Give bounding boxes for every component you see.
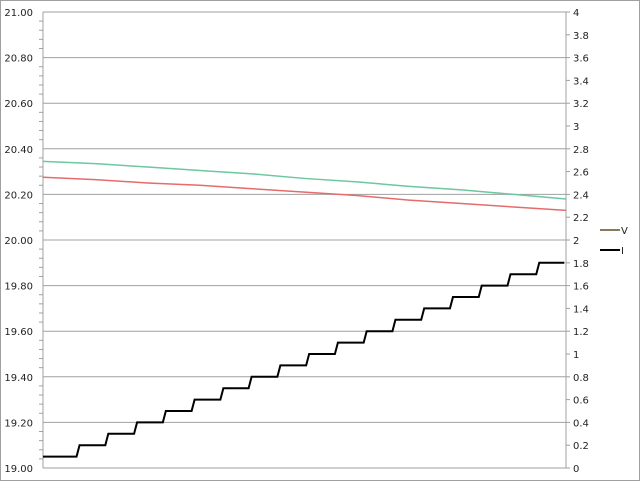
series-line-I [43,261,565,458]
y-tick-label: 21.00 [4,8,33,19]
y2-tick-label: 0.4 [573,418,589,429]
y-tick-label: 19.60 [4,327,33,338]
y2-tick-label: 1 [573,350,579,361]
y2-tick-label: 0.8 [573,373,589,384]
y2-tick-label: 1.8 [573,259,589,270]
legend-label-V: V [621,226,628,237]
y2-tick-label: 3 [573,122,579,133]
y2-tick-label: 0.6 [573,396,589,407]
y-tick-label: 20.60 [4,99,33,110]
gridlines [43,11,566,423]
y2-tick-label: 0 [573,464,579,475]
y-tick-label: 20.80 [4,54,33,65]
legend: VI [600,226,628,257]
y-tick-label: 19.20 [4,418,33,429]
series-lines [42,160,567,458]
y2-tick-label: 3.4 [573,76,589,87]
y2-tick-label: 2.2 [573,213,589,224]
y-tick-label: 20.20 [4,190,33,201]
series-line-unnamed-1 [42,176,567,212]
y-tick-label: 19.40 [4,373,33,384]
y2-tick-label: 1.6 [573,282,589,293]
y-tick-label: 19.80 [4,282,33,293]
y2-tick-label: 3.6 [573,54,589,65]
y2-tick-label: 3.2 [573,99,589,110]
y-tick-label: 19.00 [4,464,33,475]
series-line-unnamed-0 [42,160,567,200]
y2-tick-label: 2.6 [573,168,589,179]
y2-tick-label: 4 [573,8,579,19]
y2-tick-label: 2.4 [573,190,589,201]
y2-tick-label: 2 [573,236,579,247]
y2-tick-label: 2.8 [573,145,589,156]
axes: 19.0019.2019.4019.6019.8020.0020.2020.40… [4,8,589,475]
y2-tick-label: 1.2 [573,327,589,338]
y2-tick-label: 0.2 [573,441,589,452]
y2-tick-label: 3.8 [573,31,589,42]
y-tick-label: 20.00 [4,236,33,247]
y-tick-label: 20.40 [4,145,33,156]
legend-label-I: I [621,246,624,257]
y2-tick-label: 1.4 [573,304,589,315]
